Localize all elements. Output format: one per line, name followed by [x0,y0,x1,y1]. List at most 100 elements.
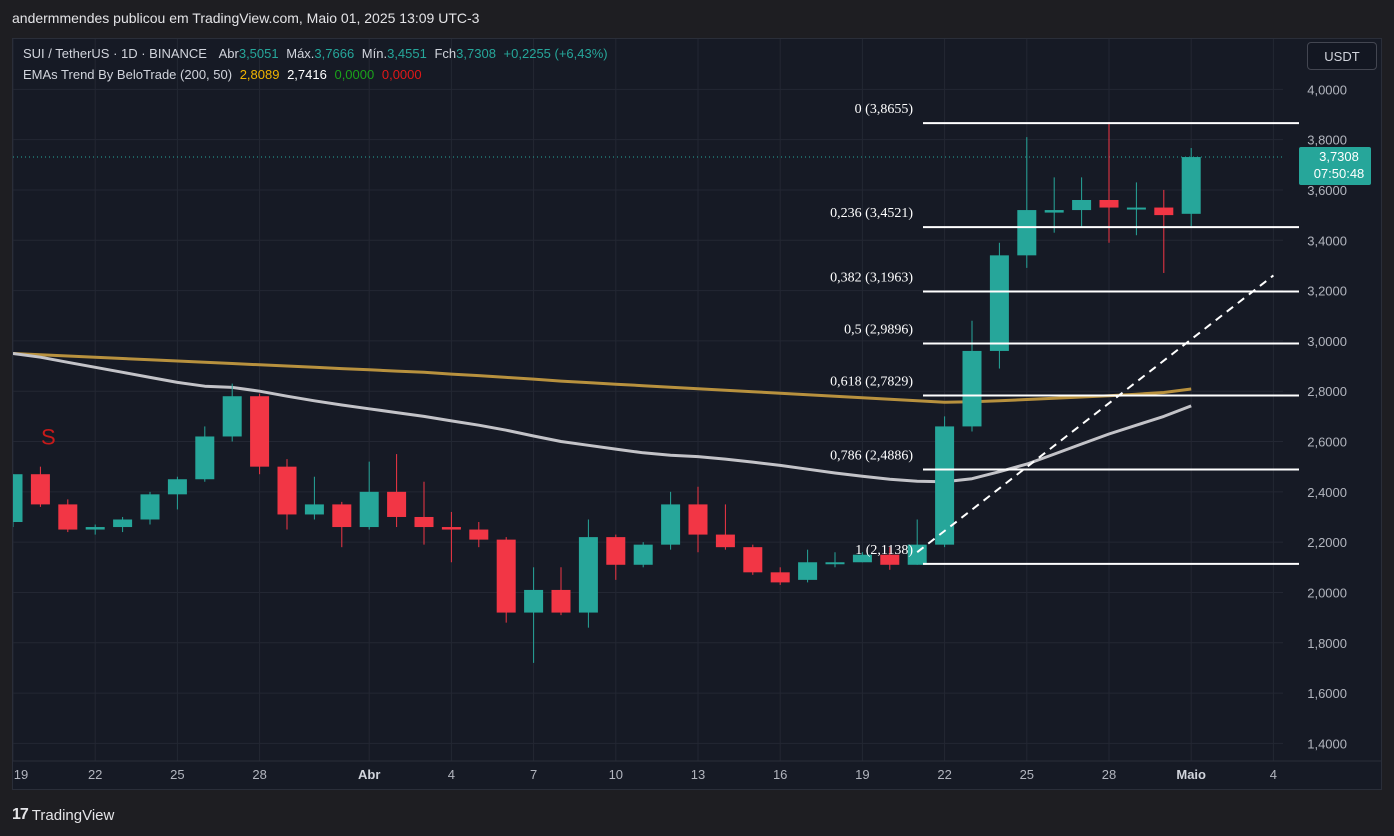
candle[interactable] [688,486,708,553]
candle[interactable] [798,549,818,583]
candle-body [1017,210,1037,256]
candle[interactable] [140,491,160,525]
candle[interactable] [989,242,1009,369]
time-axis-label: 22 [88,767,102,782]
candle[interactable] [1099,122,1119,243]
candle[interactable] [222,383,242,442]
price-axis-label: 2,8000 [1307,384,1347,399]
last-price-badge [1299,147,1371,186]
candle[interactable] [30,466,50,507]
price-axis-label: 2,0000 [1307,585,1347,600]
candle[interactable] [1181,148,1201,227]
price-axis-label: 3,4000 [1307,233,1347,248]
fib-level-label: 0 (3,8655) [855,102,914,117]
candle-body [633,544,653,565]
candle[interactable] [661,491,681,550]
tradingview-logo-icon: 17 [12,806,29,823]
candle-body [852,554,872,563]
candle-body [387,491,407,517]
candle-body [167,479,187,495]
indicator-name[interactable]: EMAs Trend By BeloTrade (200, 50) [23,67,233,82]
candle-body [1126,207,1146,210]
candle[interactable] [825,552,845,568]
low-value: 3,4551 [387,46,427,61]
candle-body [688,504,708,535]
candle[interactable] [551,567,571,616]
candle[interactable] [496,537,516,623]
candle[interactable] [469,522,489,548]
candle[interactable] [414,481,434,545]
candle[interactable] [58,499,78,533]
candle[interactable] [770,567,790,585]
ema200-value: 2,8089 [239,67,280,82]
indicator-value-3: 0,0000 [334,67,375,82]
high-label: Máx. [286,46,315,61]
time-axis-label: 16 [773,767,787,782]
trend-line[interactable] [916,274,1275,553]
time-axis-label: 22 [937,767,951,782]
candle[interactable] [715,504,735,550]
candle[interactable] [304,476,324,520]
time-axis-label: 28 [252,767,266,782]
price-axis-label: 3,8000 [1307,133,1347,148]
candle-body [1072,200,1092,211]
symbol-name[interactable]: SUI / TetherUS · 1D · BINANCE [23,46,207,61]
price-chart[interactable]: 0 (3,8655) 0,236 (3,4521) 0,382 (3,1963) 0,… [13,39,1381,789]
candle[interactable] [524,567,544,663]
candle[interactable] [387,454,407,528]
candle[interactable] [743,544,763,575]
candle[interactable] [195,426,215,482]
candle[interactable] [1044,177,1064,233]
sell-signal-marker: S [41,425,56,450]
time-axis-label: 4 [448,767,455,782]
publish-header: andermmendes publicou em TradingView.com… [0,0,1394,38]
chart-pane[interactable]: 0 (3,8655) 0,236 (3,4521) 0,382 (3,1963) 0,… [12,38,1382,790]
time-axis-label: Maio [1176,767,1206,782]
candle-body [743,547,763,573]
fib-level-label: 0,5 (2,9896) [844,322,913,337]
candle[interactable] [250,393,270,475]
candle-body [935,426,955,545]
candle-body [798,562,818,580]
candle-body [551,589,571,613]
candle-body [58,504,78,530]
candle-body [989,255,1009,351]
candle[interactable] [332,501,352,548]
candle[interactable] [1154,189,1174,273]
candle[interactable] [113,516,133,533]
change-value: +0,2255 (+6,43%) [503,46,608,61]
candle[interactable] [277,459,297,530]
candle[interactable] [606,534,626,580]
time-axis-label: 19 [855,767,869,782]
candle[interactable] [441,511,461,563]
candle[interactable] [359,461,379,530]
candle[interactable] [852,552,872,563]
candle[interactable] [633,542,653,568]
price-axis-label: 3,6000 [1307,183,1347,198]
currency-button[interactable]: USDT [1307,42,1377,70]
candle-body [195,436,215,480]
candle[interactable] [1017,137,1037,268]
candle-body [1154,207,1174,216]
candle-body [578,537,598,613]
candle-body [770,572,790,583]
candle[interactable] [935,416,955,548]
indicator-value-4: 0,0000 [381,67,422,82]
candle[interactable] [13,474,23,528]
candle[interactable] [167,476,187,510]
price-axis-label: 3,2000 [1307,284,1347,299]
symbol-legend: SUI / TetherUS · 1D · BINANCE Abr3,5051 … [23,46,612,61]
candle[interactable] [962,320,982,432]
candle[interactable] [578,519,598,628]
time-axis-label: 7 [530,767,537,782]
price-axis-label: 1,8000 [1307,636,1347,651]
candle-body [304,504,324,515]
candle[interactable] [1072,177,1092,228]
fib-level-label: 1 (2,1138) [855,543,913,558]
indicator-legend: EMAs Trend By BeloTrade (200, 50) 2,8089… [23,67,426,82]
price-axis-label: 2,4000 [1307,485,1347,500]
candle[interactable] [85,524,105,535]
bar-countdown: 07:50:48 [1314,166,1365,181]
open-value: 3,5051 [238,46,279,61]
candle[interactable] [880,547,900,570]
